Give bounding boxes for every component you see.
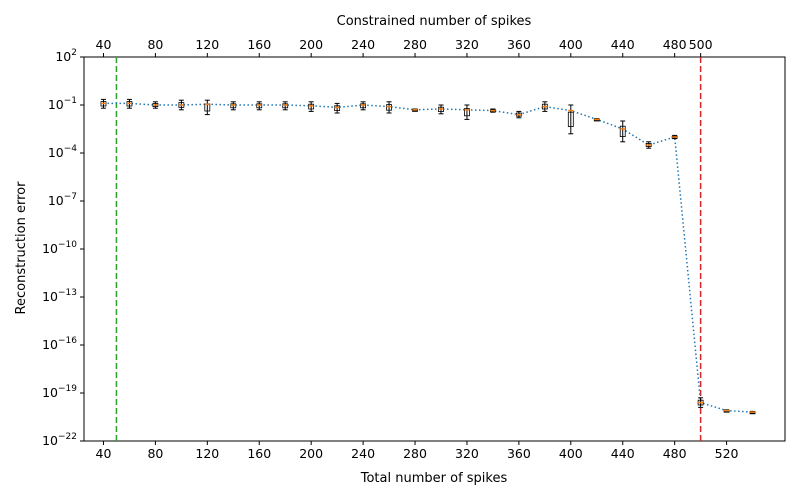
x-tick-label: 440 <box>611 446 635 461</box>
x-tick-label: 480 <box>663 446 687 461</box>
box <box>567 111 574 127</box>
box <box>360 103 367 109</box>
top-axis-label: Constrained number of spikes <box>337 14 532 29</box>
x-tick-label: 80 <box>147 446 163 461</box>
x-tick-label: 160 <box>247 446 271 461</box>
y-tick-label: 10−7 <box>48 192 77 208</box>
top-tick-label: 240 <box>351 37 375 52</box>
top-tick-label: 80 <box>147 37 163 52</box>
box <box>619 125 626 137</box>
x-tick-label: 240 <box>351 446 375 461</box>
top-tick-label: 200 <box>299 37 323 52</box>
y-tick-label: 10−10 <box>42 240 77 256</box>
x-tick-label: 120 <box>195 446 219 461</box>
top-tick-label: 360 <box>507 37 531 52</box>
top-tick-label: 160 <box>247 37 271 52</box>
y-tick-label: 10−4 <box>48 144 77 160</box>
y-tick-label: 102 <box>55 48 77 64</box>
x-tick-label: 200 <box>299 446 323 461</box>
top-tick-label: 400 <box>559 37 583 52</box>
y-tick-label: 10−19 <box>42 384 77 400</box>
top-tick-label: 320 <box>455 37 479 52</box>
y-tick-label: 10−13 <box>42 288 77 304</box>
x-tick-label: 520 <box>715 446 739 461</box>
plot-frame <box>83 56 786 442</box>
y-tick-label: 10−1 <box>48 96 77 112</box>
box <box>256 103 263 109</box>
box <box>386 104 392 111</box>
x-tick-label: 280 <box>403 446 427 461</box>
x-tick-label: 320 <box>455 446 479 461</box>
top-tick-label: 280 <box>403 37 427 52</box>
x-tick-label: 40 <box>96 446 112 461</box>
x-tick-label: 360 <box>507 446 531 461</box>
y-tick-label: 10−16 <box>42 336 77 352</box>
box <box>334 105 341 112</box>
top-tick-label: 440 <box>611 37 635 52</box>
box <box>464 108 470 117</box>
series-line <box>103 102 753 413</box>
top-tick-label: 120 <box>195 37 219 52</box>
box <box>308 103 315 110</box>
top-tick-label: 40 <box>96 37 112 52</box>
plot-area: 40 80 120 160 200 240 280 320 360 400 440 480 520 40 8… <box>42 37 786 461</box>
x-tick-label: 400 <box>559 446 583 461</box>
box <box>282 103 289 109</box>
box <box>230 103 237 109</box>
y-axis-label: Reconstruction error <box>14 181 29 315</box>
top-tick-label: 500 <box>689 37 713 52</box>
y-tick-label: 10−22 <box>42 432 77 448</box>
top-tick-label: 480 <box>663 37 687 52</box>
x-axis-label: Total number of spikes <box>360 471 508 486</box>
